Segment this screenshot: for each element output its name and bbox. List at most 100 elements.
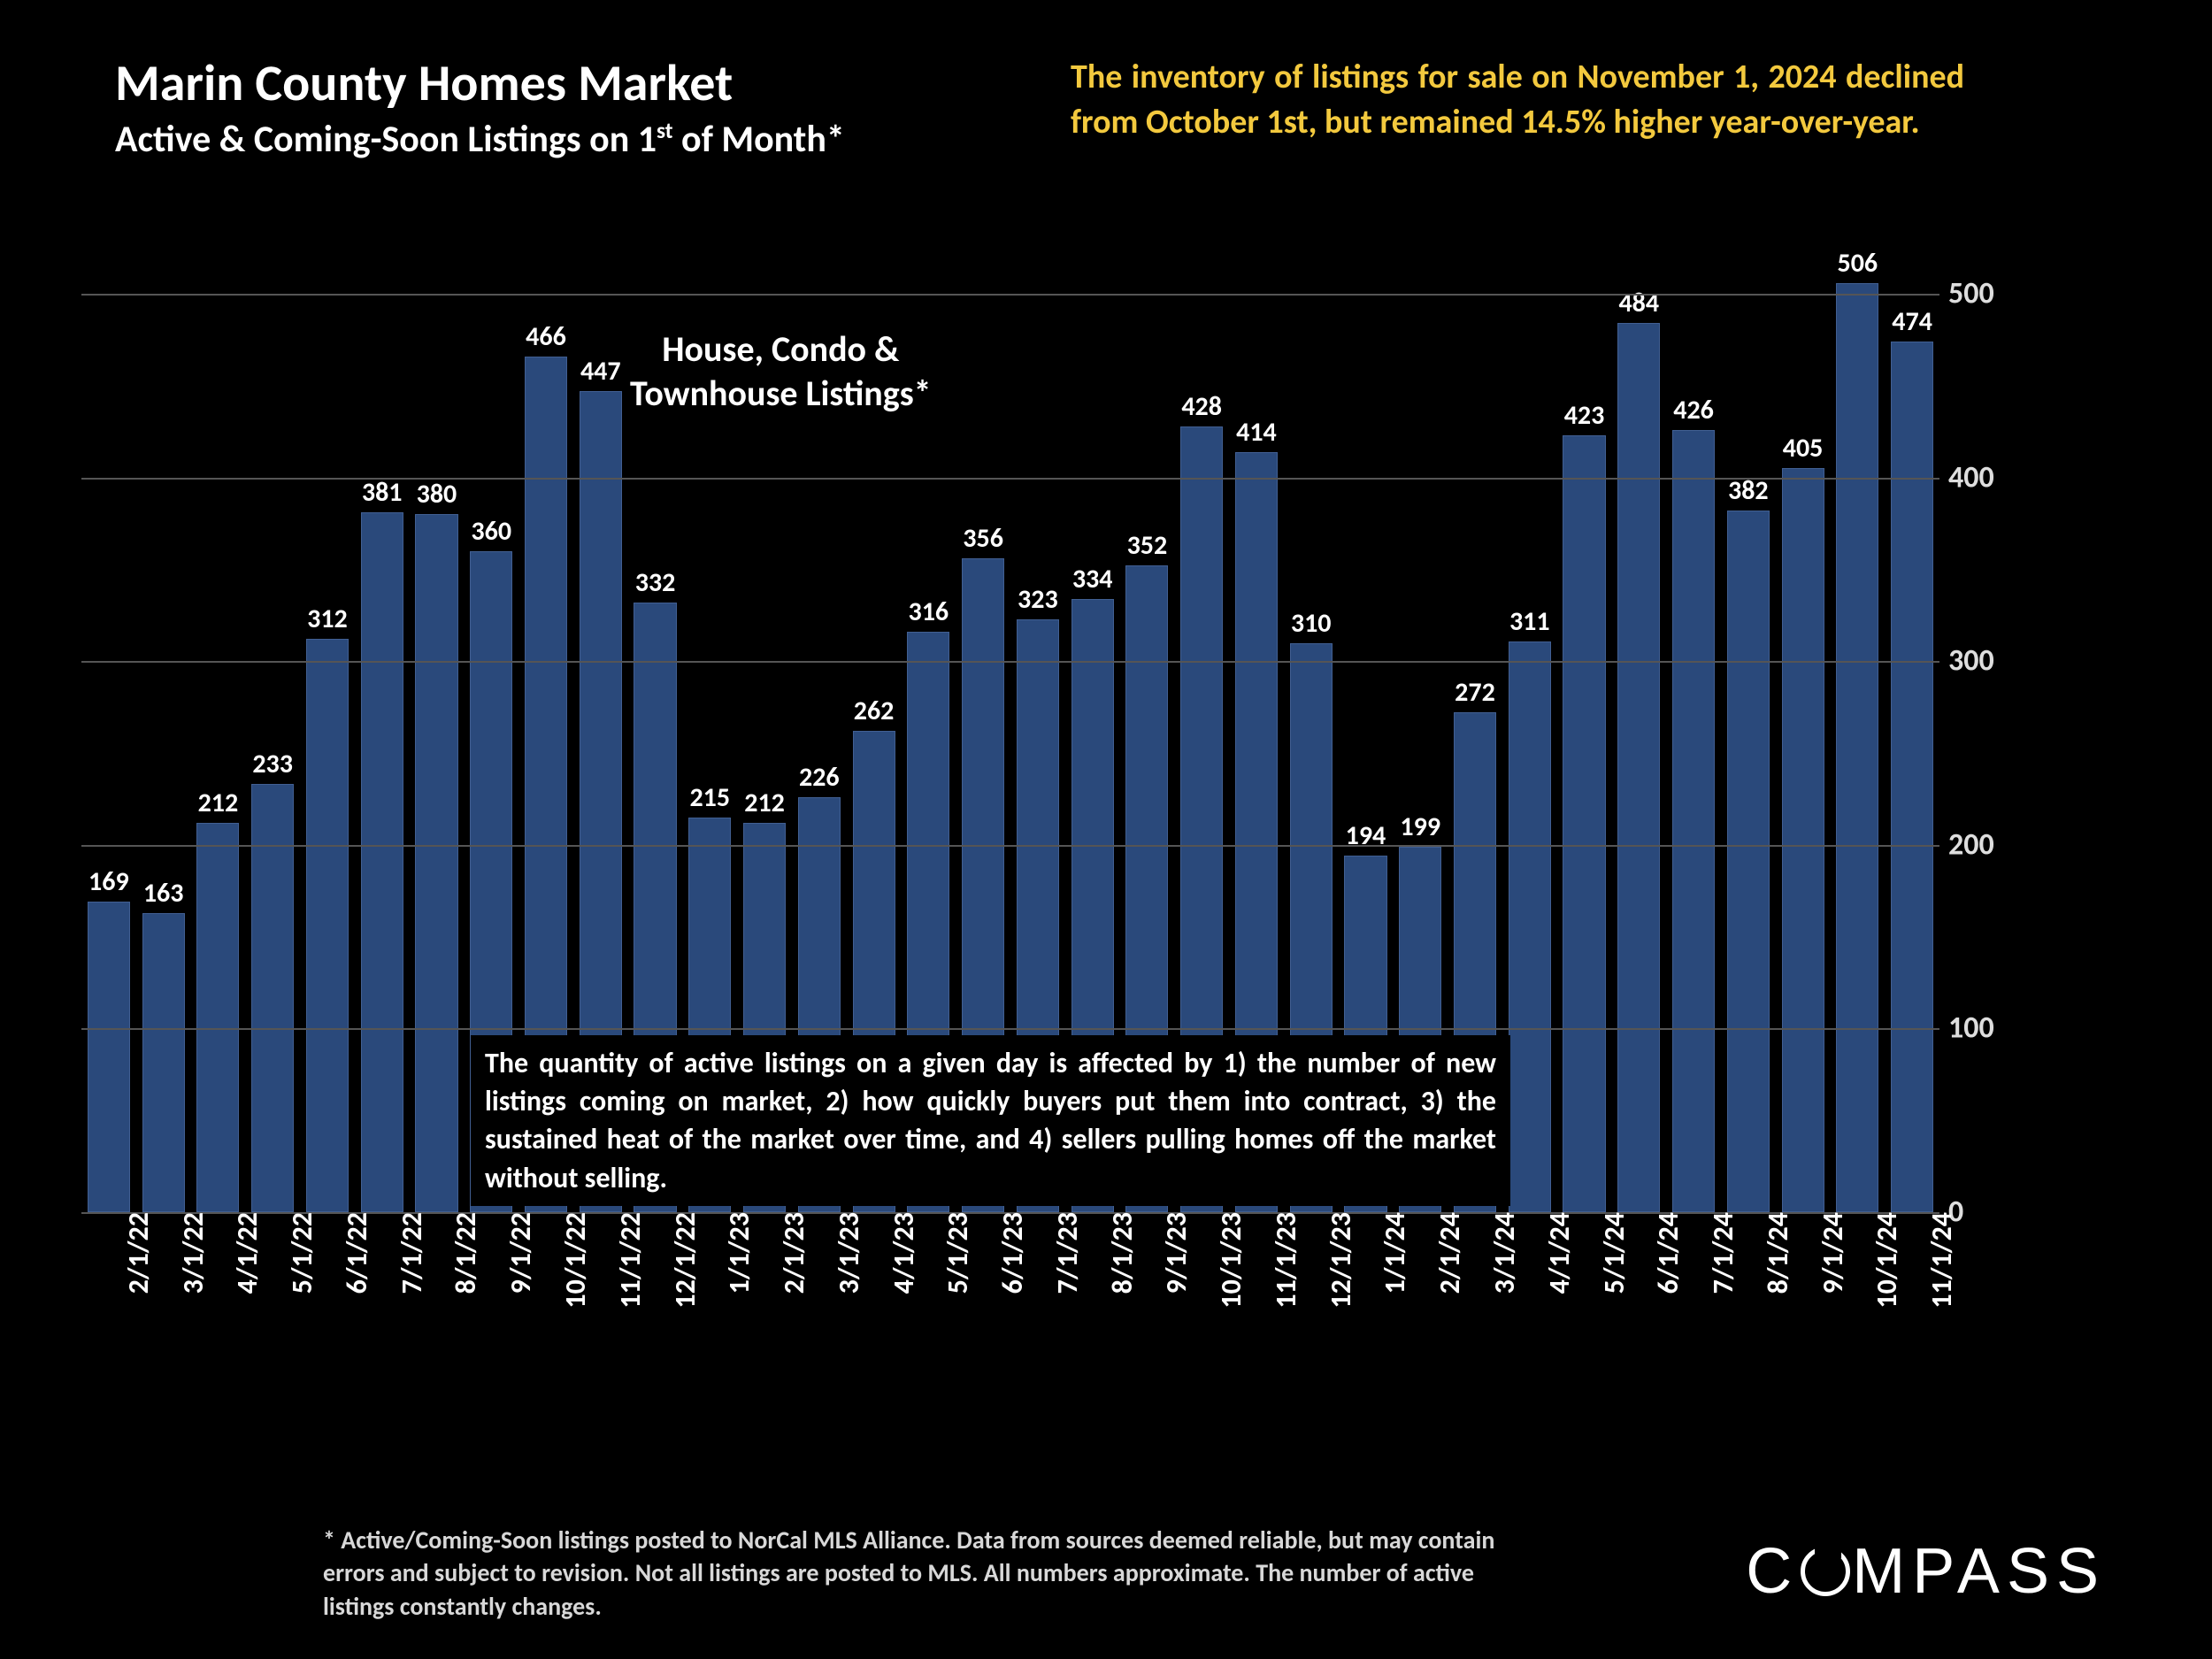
bar: 423 (1563, 435, 1605, 1212)
bar: 163 (142, 913, 185, 1212)
subtitle-pre: Active & Coming-Soon Listings on 1 (115, 117, 657, 162)
bar-value-label: 215 (688, 781, 731, 814)
y-tick-label: 100 (1948, 1010, 2028, 1047)
x-tick-label: 3/1/22 (176, 1212, 211, 1345)
bar-value-label: 226 (798, 761, 841, 794)
bar-value-label: 423 (1563, 399, 1605, 432)
x-tick-label: 1/1/23 (722, 1212, 757, 1345)
bar-value-label: 506 (1836, 247, 1878, 280)
bar-value-label: 405 (1782, 432, 1824, 465)
y-tick-label: 500 (1948, 276, 2028, 312)
bar-rect (361, 512, 403, 1212)
x-tick-label: 3/1/24 (1487, 1212, 1522, 1345)
x-tick-label: 8/1/22 (449, 1212, 483, 1345)
series-label: House, Condo &Townhouse Listings* (630, 327, 932, 416)
bar-value-label: 428 (1180, 390, 1223, 423)
x-tick-label: 12/1/23 (1324, 1212, 1358, 1345)
bar: 311 (1509, 641, 1551, 1212)
x-tick-label: 5/1/23 (941, 1212, 975, 1345)
bar-value-label: 323 (1017, 583, 1059, 616)
gridline (81, 1028, 1939, 1030)
x-tick-label: 5/1/22 (285, 1212, 319, 1345)
bar-rect (1891, 342, 1933, 1212)
bar-rect (1727, 511, 1770, 1212)
x-tick-label: 2/1/24 (1432, 1212, 1467, 1345)
x-tick-label: 10/1/23 (1214, 1212, 1248, 1345)
x-tick-label: 1/1/24 (1378, 1212, 1412, 1345)
bar: 405 (1782, 468, 1824, 1212)
bar-value-label: 466 (525, 320, 567, 353)
x-tick-label: 4/1/22 (230, 1212, 265, 1345)
x-tick-label: 2/1/23 (777, 1212, 811, 1345)
bar-value-label: 311 (1509, 605, 1551, 638)
x-tick-label: 10/1/24 (1870, 1212, 1904, 1345)
bar: 233 (251, 784, 294, 1212)
overlay-note: The quantity of active listings on a giv… (471, 1035, 1510, 1206)
bar-value-label: 316 (907, 595, 949, 628)
bar-value-label: 447 (580, 355, 622, 388)
bar-rect (306, 639, 349, 1212)
bar: 212 (196, 823, 239, 1212)
x-tick-label: 6/1/23 (995, 1212, 1030, 1345)
bar-value-label: 212 (196, 787, 239, 819)
x-tick-label: 9/1/24 (1816, 1212, 1850, 1345)
x-tick-label: 8/1/23 (1105, 1212, 1140, 1345)
x-tick-label: 4/1/24 (1542, 1212, 1577, 1345)
bar: 382 (1727, 511, 1770, 1212)
bar-value-label: 310 (1290, 607, 1333, 640)
bar-value-label: 262 (853, 695, 895, 727)
x-tick-label: 11/1/23 (1269, 1212, 1303, 1345)
bar-value-label: 426 (1672, 394, 1715, 426)
y-tick-label: 300 (1948, 643, 2028, 680)
x-tick-label: 10/1/22 (558, 1212, 593, 1345)
bar: 380 (415, 514, 457, 1212)
bar-rect (88, 902, 130, 1212)
gridline (81, 478, 1939, 480)
footnote: * Active/Coming-Soon listings posted to … (323, 1524, 1526, 1624)
bar-rect (415, 514, 457, 1212)
bar-value-label: 169 (88, 865, 130, 898)
bar: 426 (1672, 430, 1715, 1212)
bar-value-label: 356 (962, 522, 1004, 555)
x-tick-label: 11/1/22 (613, 1212, 648, 1345)
compass-logo: CMPASS (1746, 1535, 2106, 1608)
subtitle-sup: st (657, 117, 673, 144)
gridline (81, 294, 1939, 296)
bar-value-label: 163 (142, 877, 185, 910)
bar-rect (1563, 435, 1605, 1212)
bar-value-label: 352 (1125, 529, 1168, 562)
subtitle-post: of Month* (673, 117, 845, 162)
x-tick-label: 9/1/23 (1159, 1212, 1194, 1345)
bar-rect (142, 913, 185, 1212)
bar-value-label: 414 (1235, 416, 1278, 449)
y-tick-label: 200 (1948, 826, 2028, 863)
bar-value-label: 474 (1891, 305, 1933, 338)
x-tick-label: 2/1/22 (121, 1212, 156, 1345)
x-tick-label: 4/1/23 (887, 1212, 921, 1345)
bar-value-label: 194 (1344, 819, 1386, 852)
bar: 169 (88, 902, 130, 1212)
bar: 474 (1891, 342, 1933, 1212)
bar-rect (1617, 323, 1660, 1212)
gridline (81, 845, 1939, 847)
y-tick-label: 400 (1948, 459, 2028, 495)
bar-rect (1672, 430, 1715, 1212)
y-tick-label: 0 (1948, 1194, 2028, 1231)
bar-rect (1836, 283, 1878, 1212)
bar-chart: 1691632122333123813803604664473322152122… (81, 239, 2028, 1345)
bar-rect (196, 823, 239, 1212)
x-tick-label: 7/1/22 (395, 1212, 429, 1345)
bar-value-label: 312 (306, 603, 349, 635)
x-tick-label: 6/1/22 (340, 1212, 374, 1345)
x-tick-label: 7/1/24 (1706, 1212, 1740, 1345)
bar: 312 (306, 639, 349, 1212)
x-tick-label: 7/1/23 (1050, 1212, 1085, 1345)
x-tick-label: 8/1/24 (1761, 1212, 1795, 1345)
bar-value-label: 334 (1071, 563, 1114, 595)
gridline (81, 661, 1939, 663)
bar-value-label: 484 (1617, 287, 1660, 319)
logo-o-icon (1801, 1547, 1850, 1596)
x-tick-label: 6/1/24 (1651, 1212, 1686, 1345)
bar: 381 (361, 512, 403, 1212)
bar-value-label: 199 (1399, 810, 1441, 843)
